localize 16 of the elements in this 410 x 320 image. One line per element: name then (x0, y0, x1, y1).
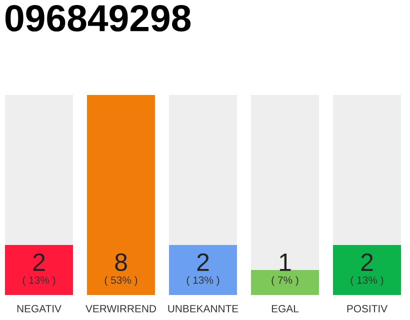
annotation: ( 7% ) (272, 276, 298, 286)
x-tick-label: UNBEKANNTE (168, 305, 238, 312)
data-label: 2 (361, 253, 373, 271)
data-label: 1 (280, 254, 291, 271)
chart-title: 096849298 (5, 4, 191, 32)
x-tick-label: VERWIRREND (86, 305, 156, 312)
annotation: ( 53% ) (104, 276, 138, 286)
data-label: 2 (33, 253, 45, 271)
annotation: ( 13% ) (186, 276, 220, 286)
annotation: ( 13% ) (350, 276, 384, 286)
data-label: 2 (197, 253, 209, 271)
x-tick-label: POSITIV (347, 304, 388, 312)
annotation: ( 13% ) (22, 276, 56, 286)
x-tick-label: EGAL (272, 304, 299, 312)
x-tick-label: NEGATIV (17, 304, 62, 312)
data-label: 8 (115, 253, 127, 272)
